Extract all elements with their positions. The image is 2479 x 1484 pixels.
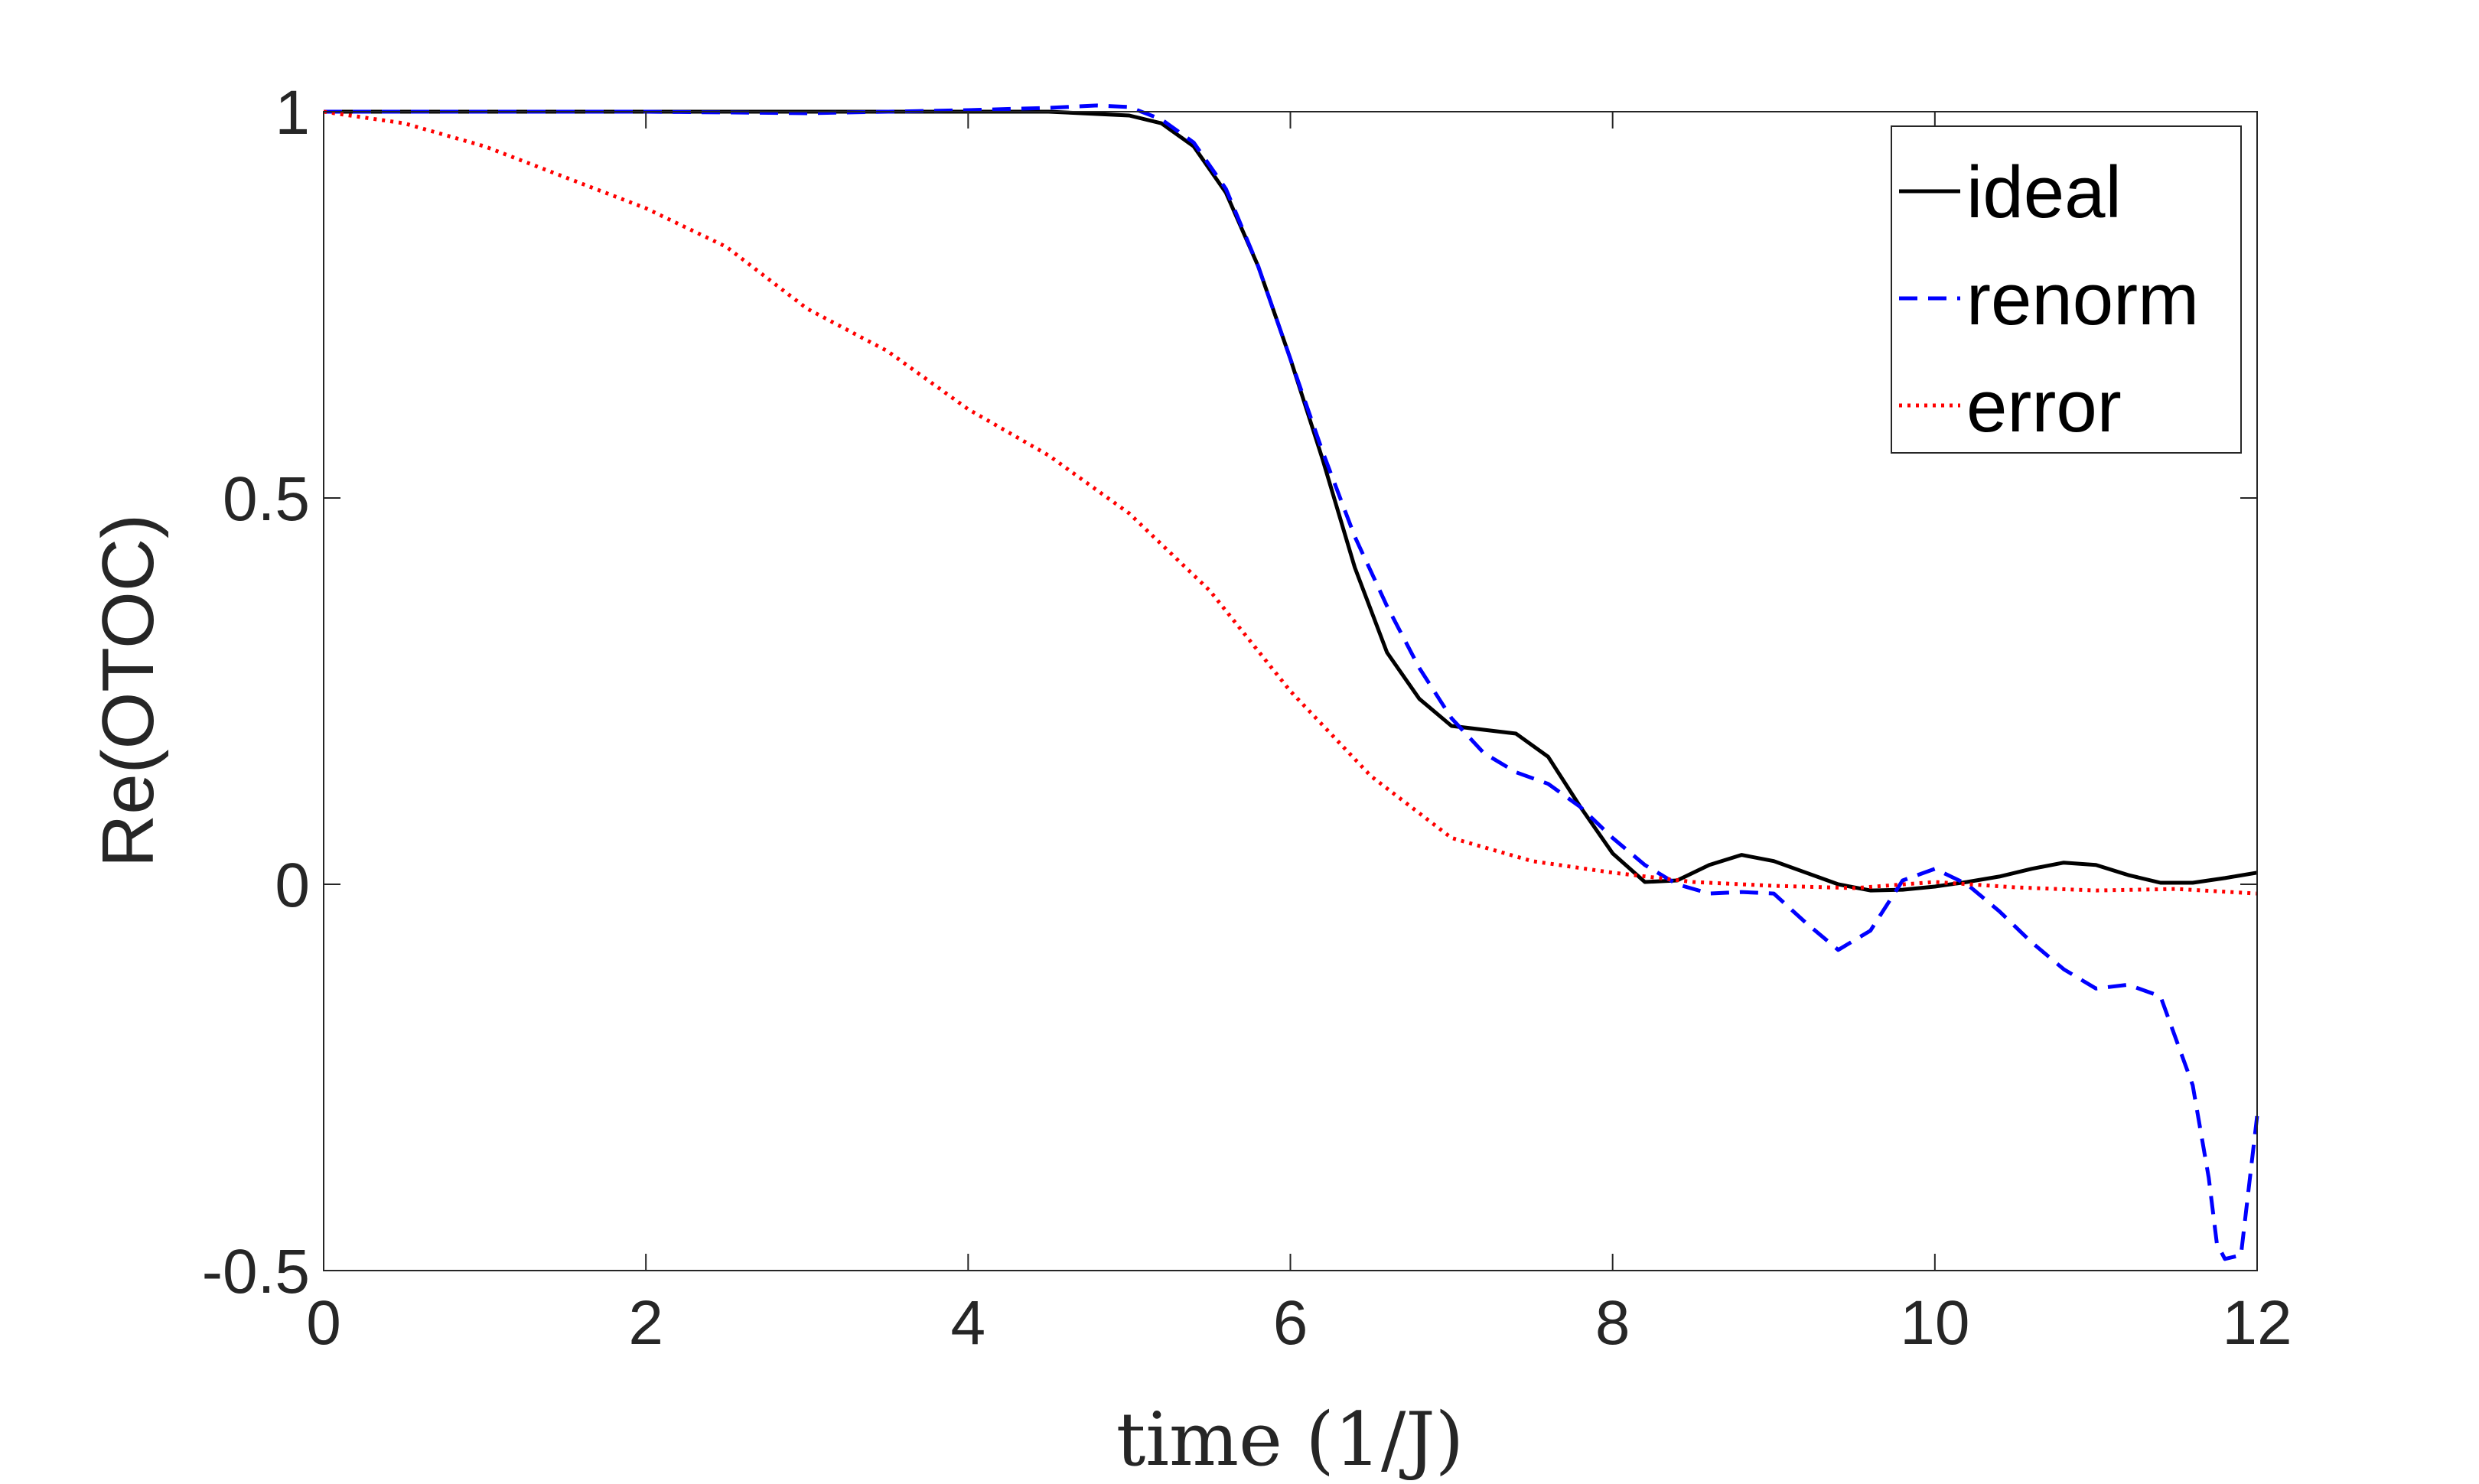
x-tick-label: 12 <box>2222 1288 2292 1358</box>
legend-label-error: error <box>1966 366 2122 447</box>
y-tick-label: 0.5 <box>223 464 310 534</box>
x-axis-label: time (1/J) <box>1116 1397 1464 1482</box>
legend-label-ideal: ideal <box>1966 151 2122 233</box>
series-line-renorm <box>324 103 2259 1261</box>
x-tick-label: 4 <box>951 1288 986 1358</box>
x-tick-label: 10 <box>1900 1288 1969 1358</box>
legend-box <box>1891 125 2242 454</box>
series-line-error <box>323 109 2258 896</box>
x-tick-label: 0 <box>306 1288 341 1358</box>
x-tick-label: 6 <box>1273 1288 1308 1358</box>
y-tick-label: 0 <box>275 851 310 920</box>
x-tick-label: 8 <box>1595 1288 1630 1358</box>
legend-label-renorm: renorm <box>1966 259 2199 340</box>
series-layer <box>323 103 2259 1261</box>
legend: ideal renorm error <box>1891 125 2242 454</box>
y-tick-label: 1 <box>275 78 310 148</box>
y-tick-label: -0.5 <box>202 1237 310 1307</box>
tick-layer: 0 2 4 6 8 10 12-0.500.51 <box>202 78 2292 1358</box>
x-tick-label: 2 <box>628 1288 663 1358</box>
series-line-ideal <box>324 109 2258 893</box>
y-axis-label: Re(OTOC) <box>87 514 169 867</box>
